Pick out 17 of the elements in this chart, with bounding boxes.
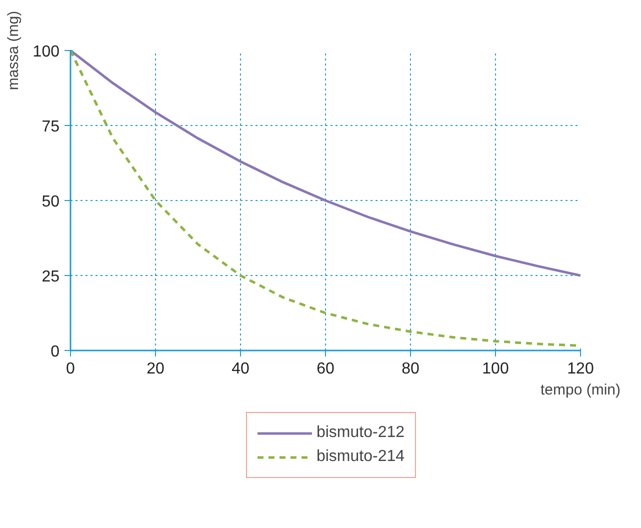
y-tick-label: 50 [42,194,60,210]
y-tick-label: 25 [42,268,60,286]
line-series [70,50,580,277]
x-tick-label: 0 [66,360,76,378]
legend-label: bismuto-212 [316,424,405,442]
legend-label: bismuto-214 [316,448,405,466]
x-tick-label: 20 [146,360,164,378]
y-tick-label: 100 [32,44,60,60]
x-tick-label: 100 [482,360,509,378]
y-tick-label: 75 [42,118,60,136]
y-axis-title: massa (mg) [4,10,22,90]
x-tick-label: 80 [402,360,420,378]
x-axis-title: tempo (min) [540,382,621,398]
x-tick-label: 120 [567,360,594,378]
x-tick-label: 60 [316,360,334,378]
x-tick-label: 40 [232,360,250,378]
y-tick-label: 0 [50,344,60,360]
